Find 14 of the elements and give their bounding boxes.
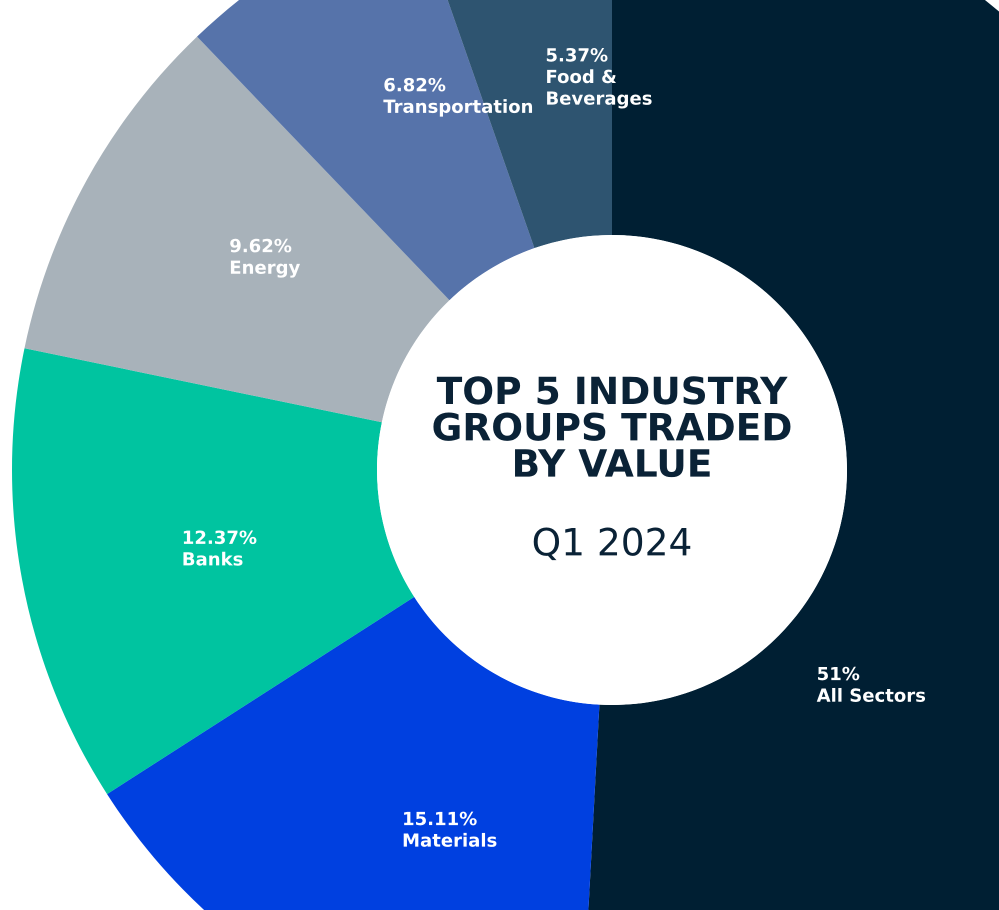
data-label: 9.62% xyxy=(230,238,292,252)
text: TOP 5 INDUSTRY GROUPS TRADED BY VALUE xyxy=(433,376,790,478)
slice-label: All Sectors xyxy=(816,688,926,702)
text: Q1 2024 xyxy=(534,528,690,560)
data-label: 5.37% xyxy=(546,48,608,62)
slice-label: Energy xyxy=(230,260,300,278)
slice-label: Food & Beverages xyxy=(547,69,652,109)
data-label: 15.11% xyxy=(404,812,477,826)
slice-label: Banks xyxy=(183,552,243,566)
slice-label: Transportation xyxy=(383,99,532,117)
data-label: 6.82% xyxy=(384,78,446,92)
slice-label: Materials xyxy=(404,832,496,847)
data-label: 12.37% xyxy=(184,530,256,544)
data-label: 51% xyxy=(818,666,860,680)
